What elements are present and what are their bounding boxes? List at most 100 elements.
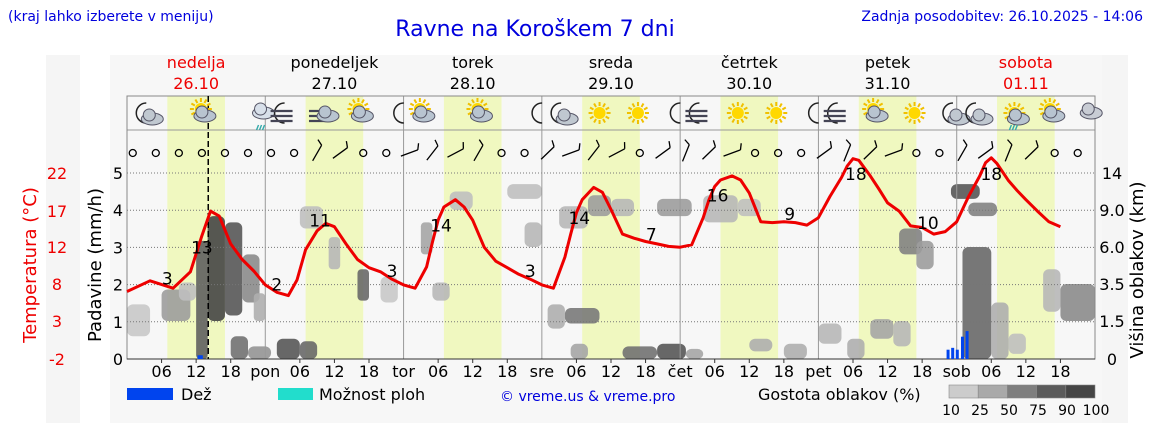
sun-ray: [778, 102, 783, 108]
cloud-puff: [557, 108, 571, 122]
wind-barb-symbol: [540, 140, 555, 160]
cloud-cell: [1060, 284, 1095, 321]
sun-ray: [769, 118, 774, 124]
rain-drop: [255, 124, 260, 131]
sun-ray: [1039, 102, 1045, 107]
temperature-value-label: 10: [917, 214, 939, 234]
wind-barb-symbol: [681, 139, 690, 162]
moon-crescent: [807, 102, 819, 124]
sun-ray: [640, 118, 645, 124]
hour-label: 12: [463, 362, 483, 381]
sun-ray: [605, 115, 610, 120]
day-name-label: petek: [865, 53, 911, 72]
sun-cloud-icon: [466, 98, 493, 123]
wind-barb-flag: [1035, 140, 1039, 147]
wind-barb-flag: [551, 140, 555, 147]
cloud-height-axis-title: Višina oblakov (km): [1127, 181, 1148, 358]
wind-barb-symbol: [977, 140, 994, 159]
cloud-height-tick-label: 9.0: [1099, 201, 1124, 220]
moon-cloud-icon: [135, 102, 164, 126]
wind-barb-symbol: [608, 142, 626, 158]
cloud-cell: [564, 308, 600, 324]
sun-ray: [203, 98, 208, 104]
wind-barb-shaft: [426, 145, 439, 161]
cloud-cell: [524, 222, 542, 247]
wind-barb-shaft: [561, 149, 580, 157]
wind-barb-flag: [623, 142, 626, 149]
sun-ray: [1052, 98, 1057, 104]
sun-ray: [1039, 111, 1045, 116]
cloud-cell: [783, 343, 807, 359]
wind-barb-symbol: [332, 140, 349, 159]
sun-ray: [348, 111, 353, 116]
temperature-line: [126, 156, 1061, 298]
wind-barb-symbol: [884, 143, 904, 157]
sun-ray: [917, 102, 921, 108]
temperature-value-label: 13: [191, 239, 213, 259]
wind-barb-flag: [345, 140, 349, 148]
cloud-rain-icon: [252, 102, 276, 131]
wind-barb-flag: [901, 143, 904, 150]
temperature-value-label: 14: [430, 217, 452, 237]
temperature-tick-label: 22: [47, 164, 67, 183]
sun-ray: [627, 115, 633, 120]
sun-ray: [778, 118, 783, 124]
wind-calm-symbol: [289, 148, 299, 158]
wind-barb-flag: [874, 140, 878, 147]
rain-drop: [1008, 124, 1013, 131]
location-hint[interactable]: (kraj lahko izberete v meniju): [8, 9, 214, 25]
wind-calm-symbol: [497, 148, 506, 158]
cloud-puff: [1081, 102, 1095, 116]
wind-barb-shaft: [723, 149, 741, 157]
wind-calm-symbol: [1073, 148, 1082, 158]
moon-icon: [669, 102, 681, 124]
sun-ray: [471, 98, 475, 104]
sun-ray: [731, 118, 736, 124]
sun-ray: [743, 115, 748, 120]
wind-calm-symbol: [912, 148, 921, 158]
cloud-height-tick-label: 1.5: [1099, 312, 1124, 331]
temperature-value-label: 16: [707, 186, 729, 206]
cloud-cell: [991, 302, 1009, 359]
sun-ray: [483, 102, 488, 107]
wind-barb-flag: [845, 139, 852, 146]
sun-icon: [903, 102, 926, 124]
temperature-tick-label: 17: [47, 202, 67, 221]
cloud-density-swatch: [1036, 384, 1067, 399]
storm-legend-swatch: [278, 388, 313, 400]
hour-label: 18: [1050, 362, 1070, 381]
wind-calm-symbol: [151, 148, 160, 158]
cloud-cell: [328, 237, 341, 270]
sun-ray: [766, 115, 771, 120]
storm-legend-label: Možnost ploh: [319, 385, 425, 404]
sun-ray: [1055, 102, 1060, 107]
wind-barb-symbol: [561, 143, 581, 157]
wind-calm-symbol: [935, 148, 944, 158]
wind-calm-symbol: [266, 148, 276, 158]
sun-ray: [875, 98, 880, 104]
sun-ray: [413, 98, 418, 104]
wind-barb-shaft: [816, 147, 832, 159]
wind-calm-symbol: [359, 148, 368, 158]
cloud-cell: [1043, 269, 1061, 312]
wind-calm-symbol: [220, 148, 230, 158]
day-abbr-label: čet: [668, 362, 693, 381]
wind-barb-shaft: [1024, 146, 1039, 160]
rain-legend-label: Dež: [181, 385, 212, 404]
wind-barb-symbol: [843, 139, 852, 162]
rain-drop: [1014, 124, 1019, 131]
day-date-label: 30.10: [726, 74, 772, 93]
sun-disc: [593, 107, 606, 119]
sun-icon: [588, 102, 611, 124]
moon-icon: [393, 102, 404, 124]
cloud-height-tick-label: 14: [1102, 164, 1122, 183]
sun-cloud-icon: [347, 98, 374, 123]
cloud-density-tick-label: 50: [1000, 403, 1018, 419]
sun-ray: [740, 118, 745, 124]
cloud-fog-icon: [308, 105, 340, 123]
wind-barb-symbol: [957, 139, 968, 162]
moon-cloud-icon: [942, 102, 971, 126]
cloud-density-tick-label: 100: [1083, 403, 1110, 419]
